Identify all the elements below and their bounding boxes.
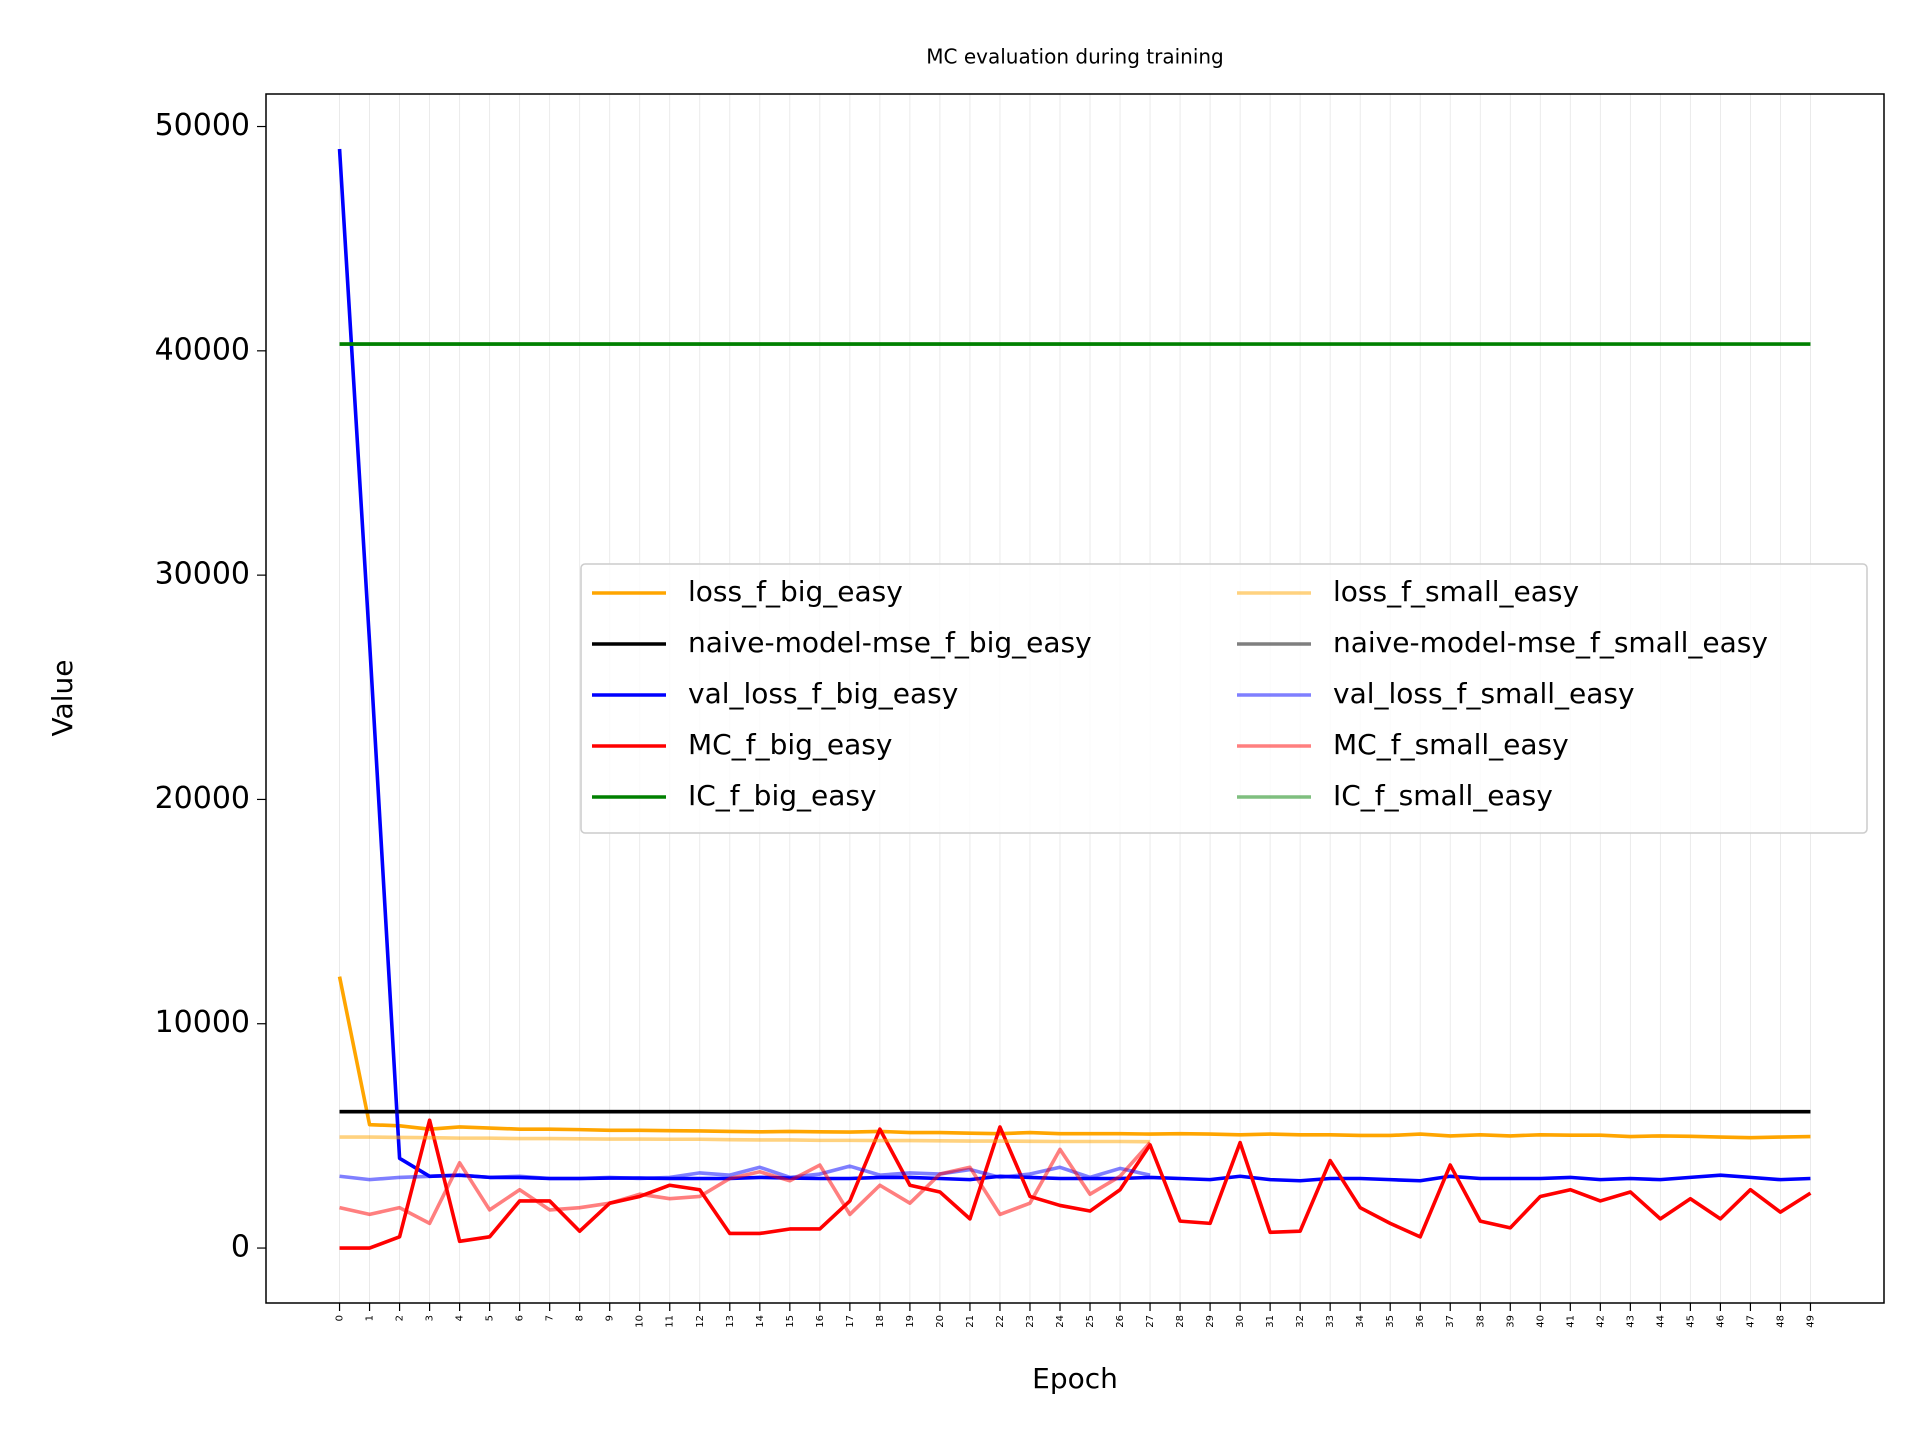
- x-tick-label: 30: [1235, 1315, 1246, 1328]
- legend-label: naive-model-mse_f_big_easy: [688, 626, 1092, 659]
- x-tick-label: 11: [665, 1315, 676, 1328]
- x-tick-label: 44: [1655, 1315, 1666, 1328]
- x-tick-label: 32: [1295, 1315, 1306, 1328]
- x-tick-label: 7: [545, 1315, 556, 1321]
- x-tick-label: 31: [1265, 1315, 1276, 1328]
- legend-label: val_loss_f_big_easy: [688, 677, 958, 710]
- x-tick-label: 15: [785, 1315, 796, 1328]
- x-tick-label: 4: [455, 1315, 466, 1321]
- x-tick-label: 19: [905, 1315, 916, 1328]
- x-tick-label: 46: [1715, 1315, 1726, 1328]
- legend-label: naive-model-mse_f_small_easy: [1333, 626, 1768, 659]
- series-line: [339, 1118, 1812, 1250]
- x-tick-label: 2: [395, 1315, 406, 1321]
- x-tick-label: 10: [635, 1315, 646, 1328]
- x-tick-label: 12: [695, 1315, 706, 1328]
- x-tick-label: 40: [1535, 1315, 1546, 1328]
- x-tick-label: 48: [1775, 1315, 1786, 1328]
- x-tick-label: 37: [1445, 1315, 1456, 1328]
- x-tick-label: 45: [1685, 1315, 1696, 1328]
- x-tick-label: 18: [875, 1315, 886, 1328]
- y-tick-label: 10000: [155, 1005, 250, 1040]
- x-tick-label: 36: [1415, 1315, 1426, 1328]
- legend-label: IC_f_big_easy: [688, 779, 877, 812]
- x-tick-label: 8: [575, 1315, 586, 1321]
- legend-box: [580, 563, 1868, 834]
- x-tick-label: 13: [725, 1315, 736, 1328]
- x-tick-label: 47: [1745, 1315, 1756, 1328]
- y-tick-label: 40000: [155, 332, 250, 367]
- series-line: [339, 1135, 1151, 1144]
- x-tick-label: 23: [1025, 1315, 1036, 1328]
- y-tick-label: 30000: [155, 557, 250, 592]
- y-tick-label: 0: [231, 1230, 250, 1265]
- legend-label: MC_f_small_easy: [1333, 728, 1569, 761]
- x-tick-label: 21: [965, 1315, 976, 1328]
- chart-title: MC evaluation during training: [926, 45, 1224, 69]
- x-tick-label: 25: [1085, 1315, 1096, 1328]
- legend-label: loss_f_big_easy: [688, 575, 903, 608]
- x-tick-label: 38: [1475, 1315, 1486, 1328]
- legend-label: loss_f_small_easy: [1333, 575, 1579, 608]
- x-tick-label: 42: [1595, 1315, 1606, 1328]
- x-tick-label: 22: [995, 1315, 1006, 1328]
- x-tick-label: 20: [935, 1315, 946, 1328]
- x-tick-label: 1: [365, 1315, 376, 1321]
- series-line: [337, 976, 1811, 1140]
- x-tick-label: 6: [515, 1315, 526, 1321]
- x-tick-label: 33: [1325, 1315, 1336, 1328]
- x-tick-label: 39: [1505, 1315, 1516, 1328]
- series-line: [339, 1164, 1151, 1182]
- legend-label: MC_f_big_easy: [688, 728, 892, 761]
- legend-label: IC_f_small_easy: [1333, 779, 1553, 812]
- x-axis-label: Epoch: [1032, 1362, 1118, 1395]
- x-tick-label: 29: [1205, 1315, 1216, 1328]
- y-tick-label: 50000: [155, 108, 250, 143]
- x-tick-label: 0: [335, 1315, 346, 1321]
- plot-frame: [265, 93, 1885, 1304]
- x-tick-label: 41: [1565, 1315, 1576, 1328]
- y-tick-label: 20000: [155, 781, 250, 816]
- series-line: [339, 1141, 1152, 1226]
- legend-label: val_loss_f_small_easy: [1333, 677, 1635, 710]
- x-tick-label: 35: [1385, 1315, 1396, 1328]
- x-tick-label: 28: [1175, 1315, 1186, 1328]
- y-axis-label: Value: [46, 660, 79, 737]
- x-tick-label: 49: [1805, 1315, 1816, 1328]
- x-tick-label: 5: [485, 1315, 496, 1321]
- x-tick-label: 34: [1355, 1315, 1366, 1328]
- legend: loss_f_big_easy naive-model-mse_f_big_eas…: [580, 563, 1868, 834]
- x-tick-label: 24: [1055, 1315, 1066, 1328]
- x-tick-label: 3: [425, 1315, 436, 1321]
- x-tick-label: 9: [605, 1315, 616, 1321]
- x-tick-label: 27: [1145, 1315, 1156, 1328]
- x-tick-label: 16: [815, 1315, 826, 1328]
- x-tick-label: 26: [1115, 1315, 1126, 1328]
- x-tick-label: 17: [845, 1315, 856, 1328]
- x-tick-label: 14: [755, 1315, 766, 1328]
- x-tick-label: 43: [1625, 1315, 1636, 1328]
